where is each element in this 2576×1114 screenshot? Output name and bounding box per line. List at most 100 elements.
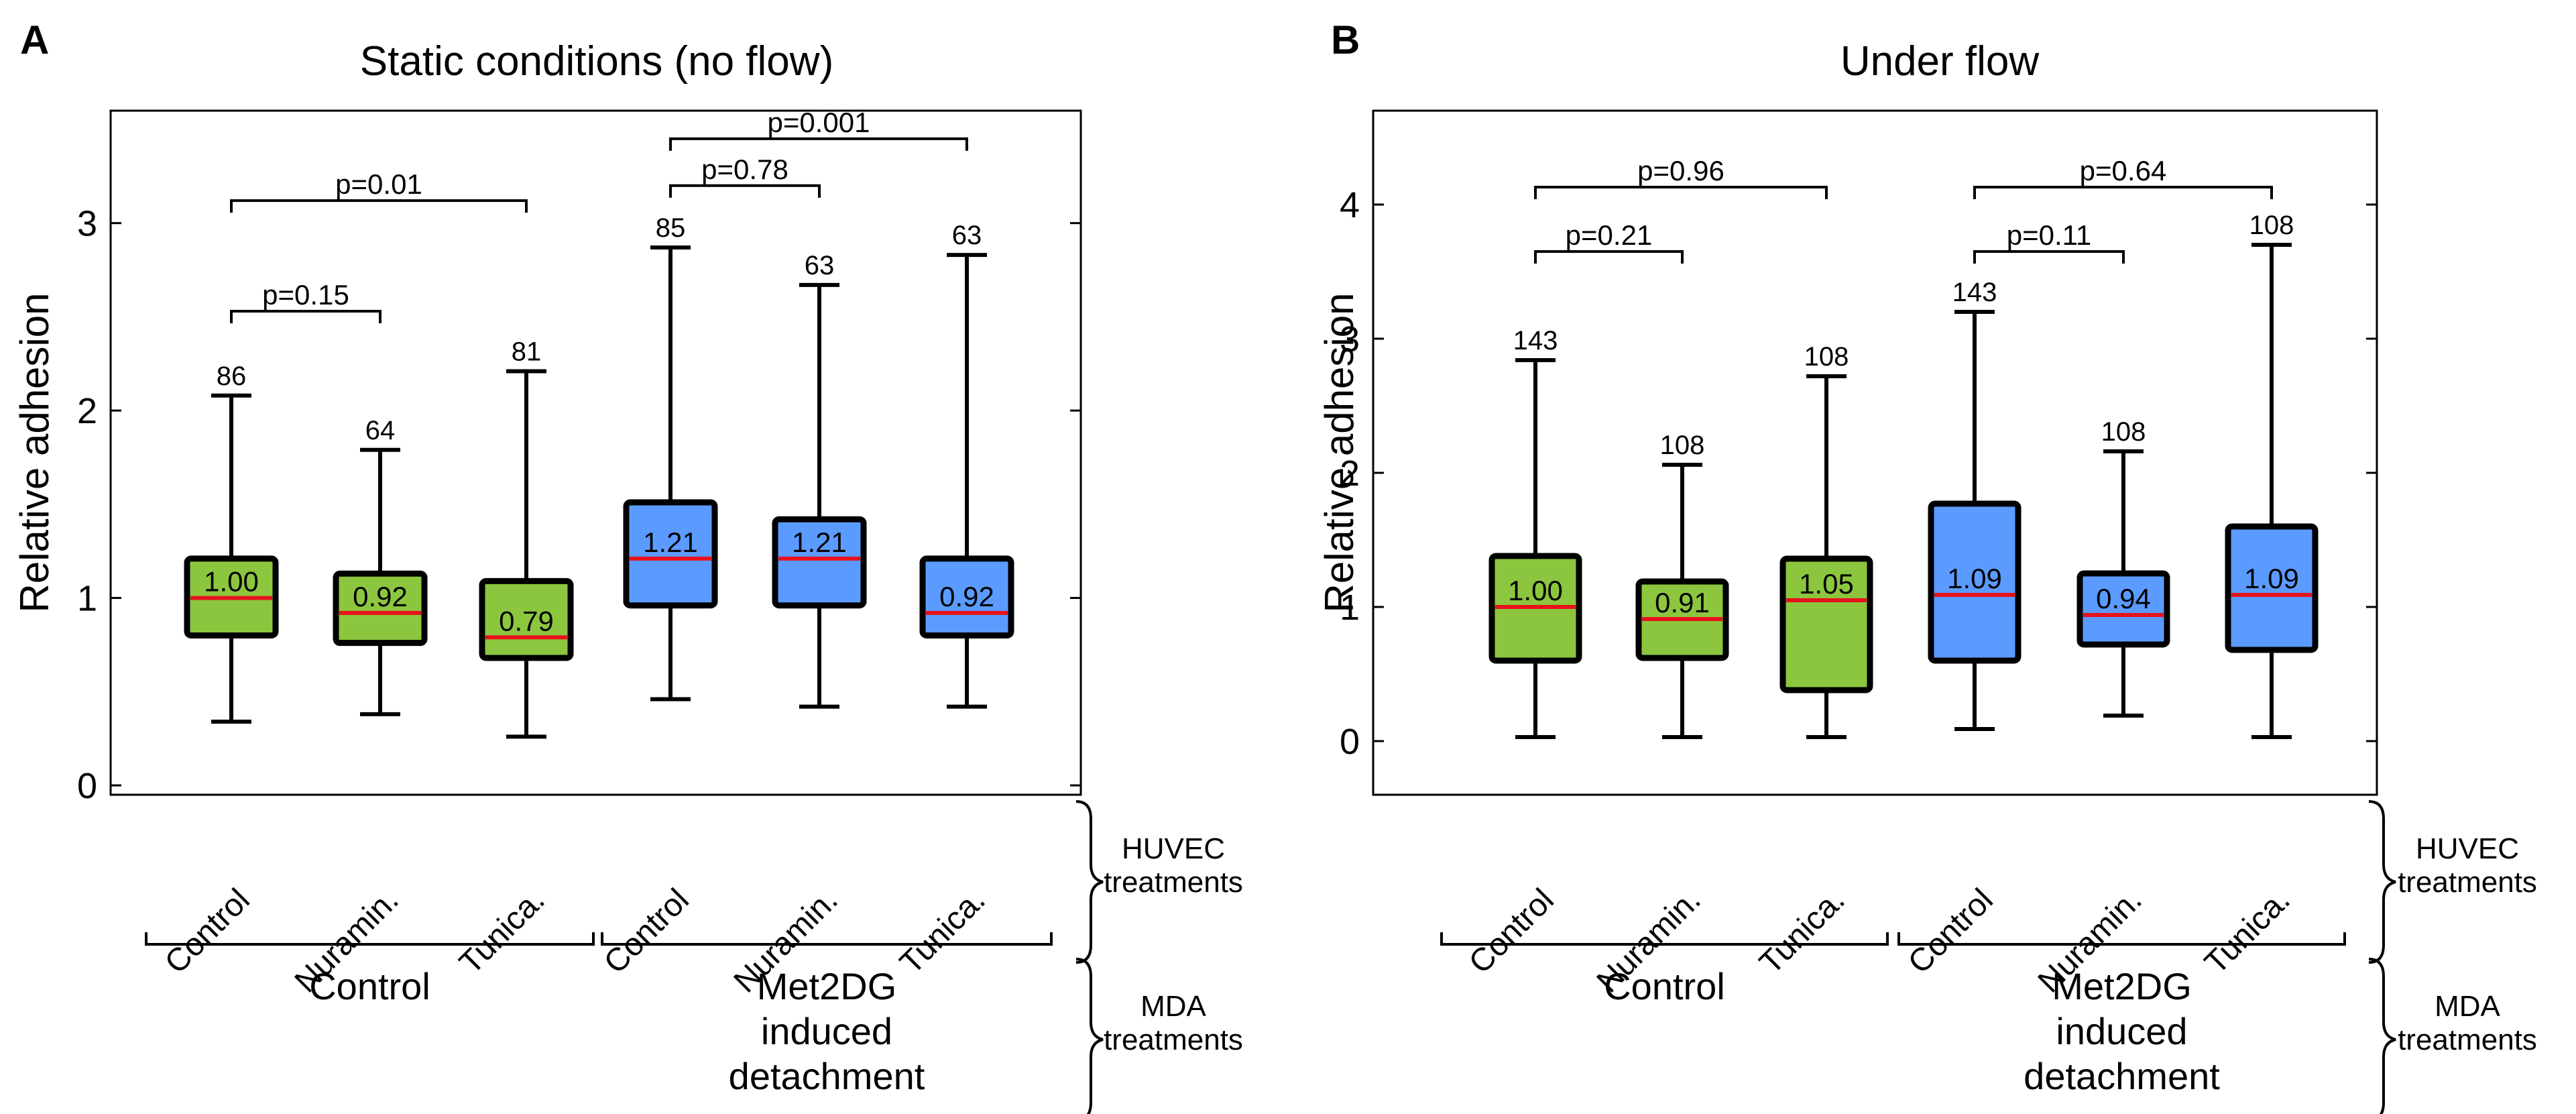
huvec-brace — [1075, 800, 1104, 964]
y-tick-label: 2 — [1340, 453, 1360, 494]
significance-bracket — [1973, 186, 2273, 199]
p-value-label: p=0.21 — [1566, 219, 1653, 251]
group-label-line: Control — [1604, 965, 1725, 1007]
group-label-line: Met2DG — [2052, 965, 2192, 1007]
chart-title: Static conditions (no flow) — [360, 38, 833, 85]
p-value-label: p=0.15 — [262, 279, 349, 311]
significance-bracket — [1534, 186, 1828, 199]
box-4 — [1928, 500, 2022, 664]
y-tick-label: 4 — [1340, 185, 1360, 225]
sample-size-label: 108 — [2249, 211, 2294, 240]
median-value-label: 1.09 — [1947, 563, 2002, 594]
y-tick-label: 0 — [1340, 722, 1360, 762]
panel-letter: B — [1331, 17, 1360, 62]
mda-treatments-label: MDA — [2435, 990, 2500, 1023]
category-label: Control — [1462, 882, 1561, 981]
sample-size-label: 86 — [217, 361, 247, 391]
significance-bracket — [230, 199, 528, 213]
y-axis-label: Relative adhesion — [12, 293, 57, 613]
median-value-label: 1.09 — [2244, 563, 2299, 594]
huvec-treatments-label: treatments — [2398, 866, 2537, 899]
group-label-line: induced — [2056, 1010, 2187, 1052]
group-bracket — [1440, 932, 1889, 946]
category-label: Control — [597, 882, 696, 981]
box-2 — [333, 570, 428, 647]
p-value-label: p=0.78 — [701, 154, 788, 185]
sample-size-label: 108 — [2101, 417, 2146, 447]
category-label: Tunica. — [893, 882, 992, 981]
sample-size-label: 108 — [1660, 431, 1705, 460]
median-value-label: 0.92 — [939, 581, 994, 612]
huvec-treatments-label: HUVEC — [1122, 832, 1225, 865]
median-value-label: 1.00 — [1508, 575, 1563, 606]
p-value-label: p=0.001 — [768, 107, 870, 138]
panel-a: A Static conditions (no flow) Relative adh… — [12, 17, 1243, 1114]
huvec-treatments-label: HUVEC — [2416, 832, 2519, 865]
group-label-line: induced — [761, 1010, 892, 1052]
significance-bracket — [230, 310, 382, 324]
category-label: Tunica. — [453, 882, 552, 981]
category-label: Control — [158, 882, 257, 981]
group-label-line: Control — [309, 965, 430, 1007]
sample-size-label: 143 — [1952, 278, 1997, 307]
group-label-line: detachment — [2024, 1055, 2220, 1097]
p-value-label: p=0.64 — [2080, 155, 2167, 186]
category-label: Control — [1901, 882, 2000, 981]
sample-size-label: 63 — [952, 221, 982, 250]
group-label-line: Met2DG — [757, 965, 897, 1007]
median-value-label: 0.94 — [2096, 583, 2151, 614]
median-value-label: 1.05 — [1799, 568, 1854, 600]
sample-size-label: 143 — [1513, 326, 1558, 355]
mda-treatments-label: MDA — [1140, 990, 1206, 1023]
sample-size-label: 63 — [805, 251, 835, 280]
y-tick-label: 1 — [77, 579, 97, 619]
median-value-label: 1.21 — [643, 526, 698, 558]
category-label: Tunica. — [2198, 882, 2297, 981]
median-value-label: 0.79 — [499, 605, 554, 636]
mda-brace — [2368, 958, 2396, 1114]
y-tick-label: 3 — [1340, 319, 1360, 359]
panel-letter: A — [20, 17, 49, 62]
significance-bracket — [669, 184, 821, 198]
box-6 — [2225, 523, 2319, 653]
group-label-line: detachment — [729, 1055, 925, 1097]
plot-frame — [109, 109, 1082, 796]
median-value-label: 0.92 — [353, 581, 408, 612]
sample-size-label: 108 — [1804, 342, 1849, 372]
chart-title: Under flow — [1840, 38, 2040, 85]
category-label: Tunica. — [1753, 882, 1852, 981]
huvec-treatments-label: treatments — [1104, 866, 1243, 899]
significance-bracket — [1534, 250, 1684, 264]
mda-brace — [1075, 958, 1104, 1114]
group-bracket — [1897, 932, 2346, 946]
group-bracket — [145, 932, 595, 946]
sample-size-label: 81 — [512, 337, 542, 366]
significance-bracket — [1973, 250, 2125, 264]
box-4 — [623, 499, 718, 609]
box-3 — [1779, 555, 1873, 693]
y-tick-label: 3 — [77, 204, 97, 244]
mda-treatments-label: treatments — [1104, 1023, 1243, 1056]
p-value-label: p=0.11 — [2007, 219, 2092, 251]
sample-size-label: 85 — [656, 213, 686, 243]
y-tick-label: 1 — [1340, 588, 1360, 628]
median-value-label: 1.21 — [792, 526, 847, 558]
median-value-label: 1.00 — [204, 566, 259, 598]
box-6 — [919, 555, 1014, 638]
y-tick-label: 0 — [77, 766, 97, 806]
panel-b: B Under flow Relative adhesion 0 1 2 3 4 1.00 143… — [1317, 17, 2537, 1114]
y-tick-label: 2 — [77, 391, 97, 431]
huvec-brace — [2368, 800, 2396, 964]
significance-bracket — [669, 137, 968, 151]
box-5 — [2076, 570, 2170, 648]
sample-size-label: 64 — [365, 416, 396, 445]
p-value-label: p=0.96 — [1637, 155, 1724, 186]
group-bracket — [601, 932, 1053, 946]
median-value-label: 0.91 — [1655, 587, 1710, 618]
mda-treatments-label: treatments — [2398, 1023, 2537, 1056]
box-5 — [772, 516, 867, 609]
p-value-label: p=0.01 — [335, 168, 422, 200]
y-axis-label: Relative adhesion — [1317, 293, 1362, 613]
plot-frame — [1372, 109, 2378, 796]
